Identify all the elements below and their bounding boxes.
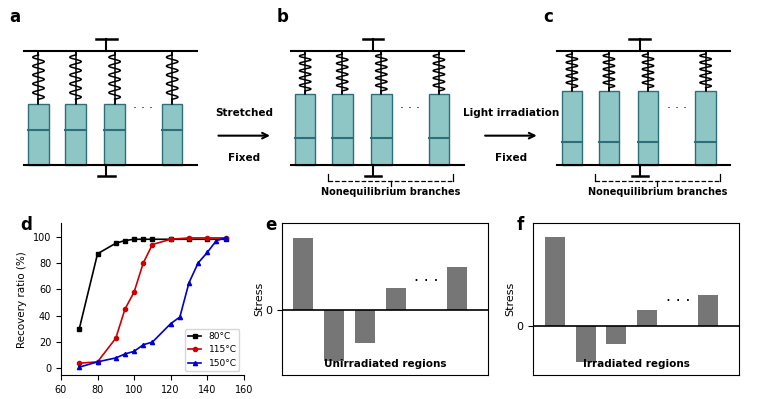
Text: f: f [517, 216, 524, 234]
Y-axis label: Recovery ratio (%): Recovery ratio (%) [18, 251, 27, 348]
Text: Unirradiated regions: Unirradiated regions [324, 359, 446, 369]
Bar [386, 288, 405, 310]
FancyBboxPatch shape [599, 91, 620, 166]
150°C [184, 280, 194, 285]
Text: · · ·: · · · [133, 102, 153, 115]
Legend: 80°C, 115°C, 150°C: 80°C, 115°C, 150°C [185, 329, 239, 371]
115°C [130, 290, 139, 294]
Bar [355, 310, 375, 343]
150°C [175, 315, 184, 320]
FancyBboxPatch shape [638, 91, 658, 166]
150°C [148, 340, 157, 344]
Text: · · ·: · · · [667, 102, 687, 115]
FancyBboxPatch shape [162, 103, 183, 166]
FancyBboxPatch shape [66, 103, 86, 166]
Text: · · ·: · · · [414, 274, 438, 289]
Text: d: d [21, 216, 33, 234]
150°C [130, 349, 139, 354]
Bar [699, 295, 719, 326]
80°C [203, 237, 212, 242]
150°C [75, 365, 84, 369]
Text: · · ·: · · · [665, 294, 690, 310]
FancyBboxPatch shape [562, 91, 582, 166]
Bar [447, 267, 467, 310]
Text: Fixed: Fixed [228, 153, 261, 163]
Text: c: c [543, 8, 553, 26]
FancyBboxPatch shape [371, 94, 392, 166]
Y-axis label: Stress: Stress [505, 282, 515, 316]
Text: Fixed: Fixed [495, 153, 527, 163]
115°C [93, 359, 102, 364]
150°C [221, 235, 230, 240]
FancyBboxPatch shape [28, 103, 49, 166]
80°C [111, 241, 120, 246]
Y-axis label: Stress: Stress [254, 282, 264, 316]
115°C [203, 235, 212, 240]
FancyBboxPatch shape [428, 94, 449, 166]
80°C [130, 237, 139, 242]
115°C [75, 361, 84, 365]
115°C [221, 235, 230, 240]
115°C [120, 307, 130, 312]
80°C [184, 237, 194, 242]
Text: Irradiated regions: Irradiated regions [583, 359, 690, 369]
150°C [166, 321, 175, 326]
Text: · · ·: · · · [400, 102, 420, 115]
Line: 115°C: 115°C [77, 236, 228, 365]
FancyBboxPatch shape [696, 91, 716, 166]
Bar [637, 310, 657, 326]
80°C [75, 326, 84, 331]
80°C [120, 238, 130, 243]
Text: a: a [10, 8, 21, 26]
Bar [545, 237, 565, 326]
80°C [139, 237, 148, 242]
Bar [575, 326, 596, 361]
80°C [93, 251, 102, 256]
115°C [111, 336, 120, 340]
80°C [148, 237, 157, 242]
FancyBboxPatch shape [295, 94, 315, 166]
FancyBboxPatch shape [104, 103, 125, 166]
150°C [111, 356, 120, 360]
115°C [148, 242, 157, 247]
Bar [324, 310, 344, 361]
Bar [607, 326, 626, 344]
150°C [120, 352, 130, 356]
Text: b: b [277, 8, 288, 26]
80°C [166, 237, 175, 242]
Text: Light irradiation: Light irradiation [463, 108, 559, 118]
150°C [203, 250, 212, 255]
Text: e: e [265, 216, 277, 234]
115°C [184, 235, 194, 240]
150°C [93, 359, 102, 364]
Line: 150°C: 150°C [77, 236, 228, 369]
80°C [221, 237, 230, 242]
Text: Nonequilibrium branches: Nonequilibrium branches [588, 188, 727, 198]
115°C [139, 261, 148, 265]
Bar [293, 238, 313, 310]
150°C [212, 238, 221, 243]
FancyBboxPatch shape [332, 94, 353, 166]
150°C [139, 342, 148, 347]
Text: Nonequilibrium branches: Nonequilibrium branches [321, 188, 460, 198]
150°C [194, 261, 203, 265]
115°C [166, 237, 175, 242]
Text: Stretched: Stretched [215, 108, 274, 118]
Line: 80°C: 80°C [77, 237, 228, 331]
